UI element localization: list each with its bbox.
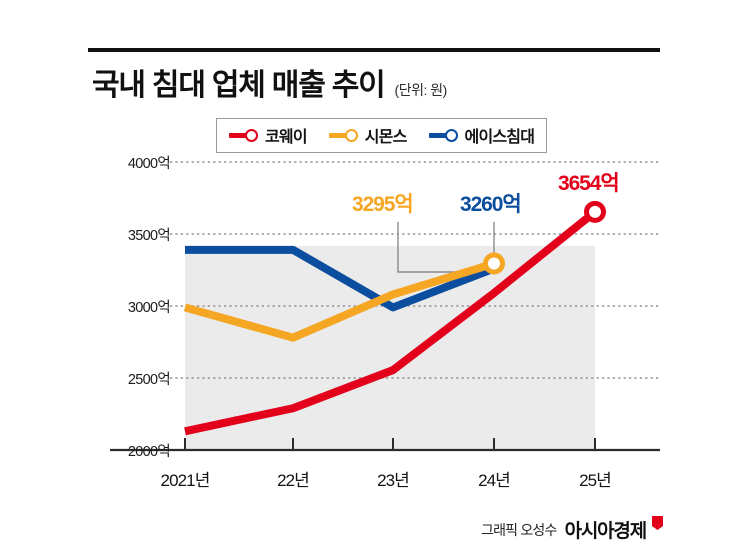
- legend-item-ace[interactable]: 에이스침대: [428, 123, 535, 147]
- y-axis-tick-label: 3500억: [127, 228, 171, 244]
- data-point-marker-코웨이: [584, 200, 606, 223]
- legend-swatch-coway-icon: [229, 128, 259, 142]
- x-axis-tick-label: 24년: [478, 471, 511, 490]
- y-axis-tick-label: 4000억: [127, 156, 171, 172]
- series-line-코웨이: [184, 208, 598, 436]
- chart-legend: 코웨이 시몬스 에이스침대: [216, 118, 548, 153]
- y-axis-tick-group: 3000억: [86, 296, 171, 316]
- y-axis-tick-group: 2000억: [86, 440, 171, 460]
- value-callout-코웨이: 3654억: [558, 172, 620, 195]
- value-callout-에이스침대: 3260억: [460, 193, 522, 216]
- leader-line-simmons: [397, 222, 494, 273]
- legend-swatch-ace-icon: [428, 128, 459, 142]
- y-axis-tick-group: 2500억: [86, 368, 171, 388]
- x-axis-tick-label: 2021년: [160, 471, 211, 490]
- footer: 그래픽 오성수 아시아경제: [481, 515, 663, 543]
- series-line-시몬스: [183, 259, 496, 342]
- unit-note: (단위: 원): [394, 82, 448, 98]
- x-axis-tick-label: 23년: [377, 471, 410, 490]
- series-line-에이스침대: [185, 245, 496, 312]
- red-flag-icon: [652, 515, 663, 530]
- y-axis-tick-group: 3500억: [86, 224, 171, 244]
- x-axis-tick-label: 25년: [579, 471, 612, 490]
- y-axis-tick-label: 2000억: [127, 444, 171, 460]
- graphic-credit: 그래픽 오성수: [481, 521, 557, 538]
- legend-swatch-simmons-icon: [328, 128, 359, 142]
- legend-label-ace: 에이스침대: [464, 129, 535, 146]
- value-callout-시몬스: 3295억: [352, 193, 414, 216]
- y-axis-tick-label: 2500억: [127, 372, 171, 388]
- page-title: 국내 침대 업체 매출 추이: [92, 69, 386, 102]
- brand-name: 아시아경제: [564, 521, 648, 542]
- legend-label-coway: 코웨이: [265, 129, 308, 146]
- plot-background-band: [185, 246, 595, 450]
- legend-item-coway[interactable]: 코웨이: [229, 123, 308, 147]
- title-top-rule: [88, 48, 660, 52]
- legend-label-simmons: 시몬스: [364, 129, 408, 146]
- y-axis-tick-group: 4000억: [86, 152, 171, 172]
- y-axis-tick-label: 3000억: [127, 300, 171, 316]
- title-row: 국내 침대 업체 매출 추이 (단위: 원): [92, 60, 447, 104]
- legend-item-simmons[interactable]: 시몬스: [328, 123, 408, 147]
- x-axis-tick-label: 22년: [277, 471, 310, 490]
- data-point-marker-시몬스: [483, 252, 505, 275]
